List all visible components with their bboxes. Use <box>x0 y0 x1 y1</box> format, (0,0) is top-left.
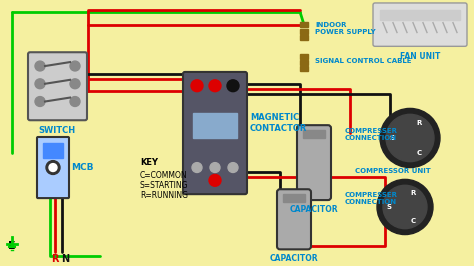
Text: MCB: MCB <box>71 163 93 172</box>
Text: SIGNAL CONTROL CABLE: SIGNAL CONTROL CABLE <box>315 58 411 64</box>
Bar <box>300 28 308 34</box>
Circle shape <box>386 114 434 162</box>
Circle shape <box>380 109 440 168</box>
Text: CAPACITOR: CAPACITOR <box>290 205 338 214</box>
Bar <box>303 130 325 138</box>
Text: COMPRESSER
CONNECTION: COMPRESSER CONNECTION <box>345 192 398 205</box>
FancyBboxPatch shape <box>297 125 331 200</box>
Text: COMPRESSER
CONNECTION: COMPRESSER CONNECTION <box>345 128 398 141</box>
Bar <box>300 35 308 40</box>
Circle shape <box>209 174 221 186</box>
Text: INDOOR
POWER SUPPLY: INDOOR POWER SUPPLY <box>315 22 375 35</box>
Text: SWITCH: SWITCH <box>38 126 75 135</box>
Bar <box>380 10 460 20</box>
Bar <box>300 60 308 65</box>
Text: MAGNETIC
CONTACTOR: MAGNETIC CONTACTOR <box>250 114 307 133</box>
Bar <box>43 143 63 158</box>
Circle shape <box>49 164 57 172</box>
Bar <box>300 66 308 71</box>
Circle shape <box>377 179 433 235</box>
FancyBboxPatch shape <box>277 189 311 249</box>
Text: R: R <box>51 254 59 264</box>
Circle shape <box>383 185 427 229</box>
Circle shape <box>228 163 238 172</box>
Text: KEY: KEY <box>140 158 158 167</box>
Circle shape <box>35 79 45 89</box>
Text: R=RUNNING: R=RUNNING <box>140 191 188 200</box>
Circle shape <box>70 97 80 106</box>
Text: S: S <box>390 135 394 141</box>
Text: R: R <box>416 120 422 126</box>
Text: E: E <box>8 242 16 251</box>
Text: C=COMMON: C=COMMON <box>140 172 188 181</box>
Bar <box>193 113 237 138</box>
FancyBboxPatch shape <box>373 3 467 46</box>
Bar <box>300 22 308 27</box>
Circle shape <box>227 80 239 92</box>
Circle shape <box>70 79 80 89</box>
FancyBboxPatch shape <box>183 72 247 194</box>
Circle shape <box>35 97 45 106</box>
Text: R: R <box>410 190 416 196</box>
Bar <box>283 194 305 202</box>
Text: C: C <box>410 218 416 224</box>
Circle shape <box>210 163 220 172</box>
Circle shape <box>209 80 221 92</box>
Circle shape <box>46 161 60 174</box>
Text: S=STARTING: S=STARTING <box>140 181 189 190</box>
Text: S: S <box>386 204 392 210</box>
Circle shape <box>192 163 202 172</box>
Text: N: N <box>61 254 69 264</box>
Bar <box>300 54 308 59</box>
Circle shape <box>35 61 45 71</box>
Text: C: C <box>417 150 421 156</box>
Circle shape <box>70 61 80 71</box>
FancyBboxPatch shape <box>37 137 69 198</box>
Circle shape <box>191 80 203 92</box>
Text: COMPRESSOR UNIT: COMPRESSOR UNIT <box>355 168 431 173</box>
Text: CAPACITOR: CAPACITOR <box>270 254 319 263</box>
FancyBboxPatch shape <box>28 52 87 120</box>
Text: FAN UNIT: FAN UNIT <box>400 52 440 61</box>
